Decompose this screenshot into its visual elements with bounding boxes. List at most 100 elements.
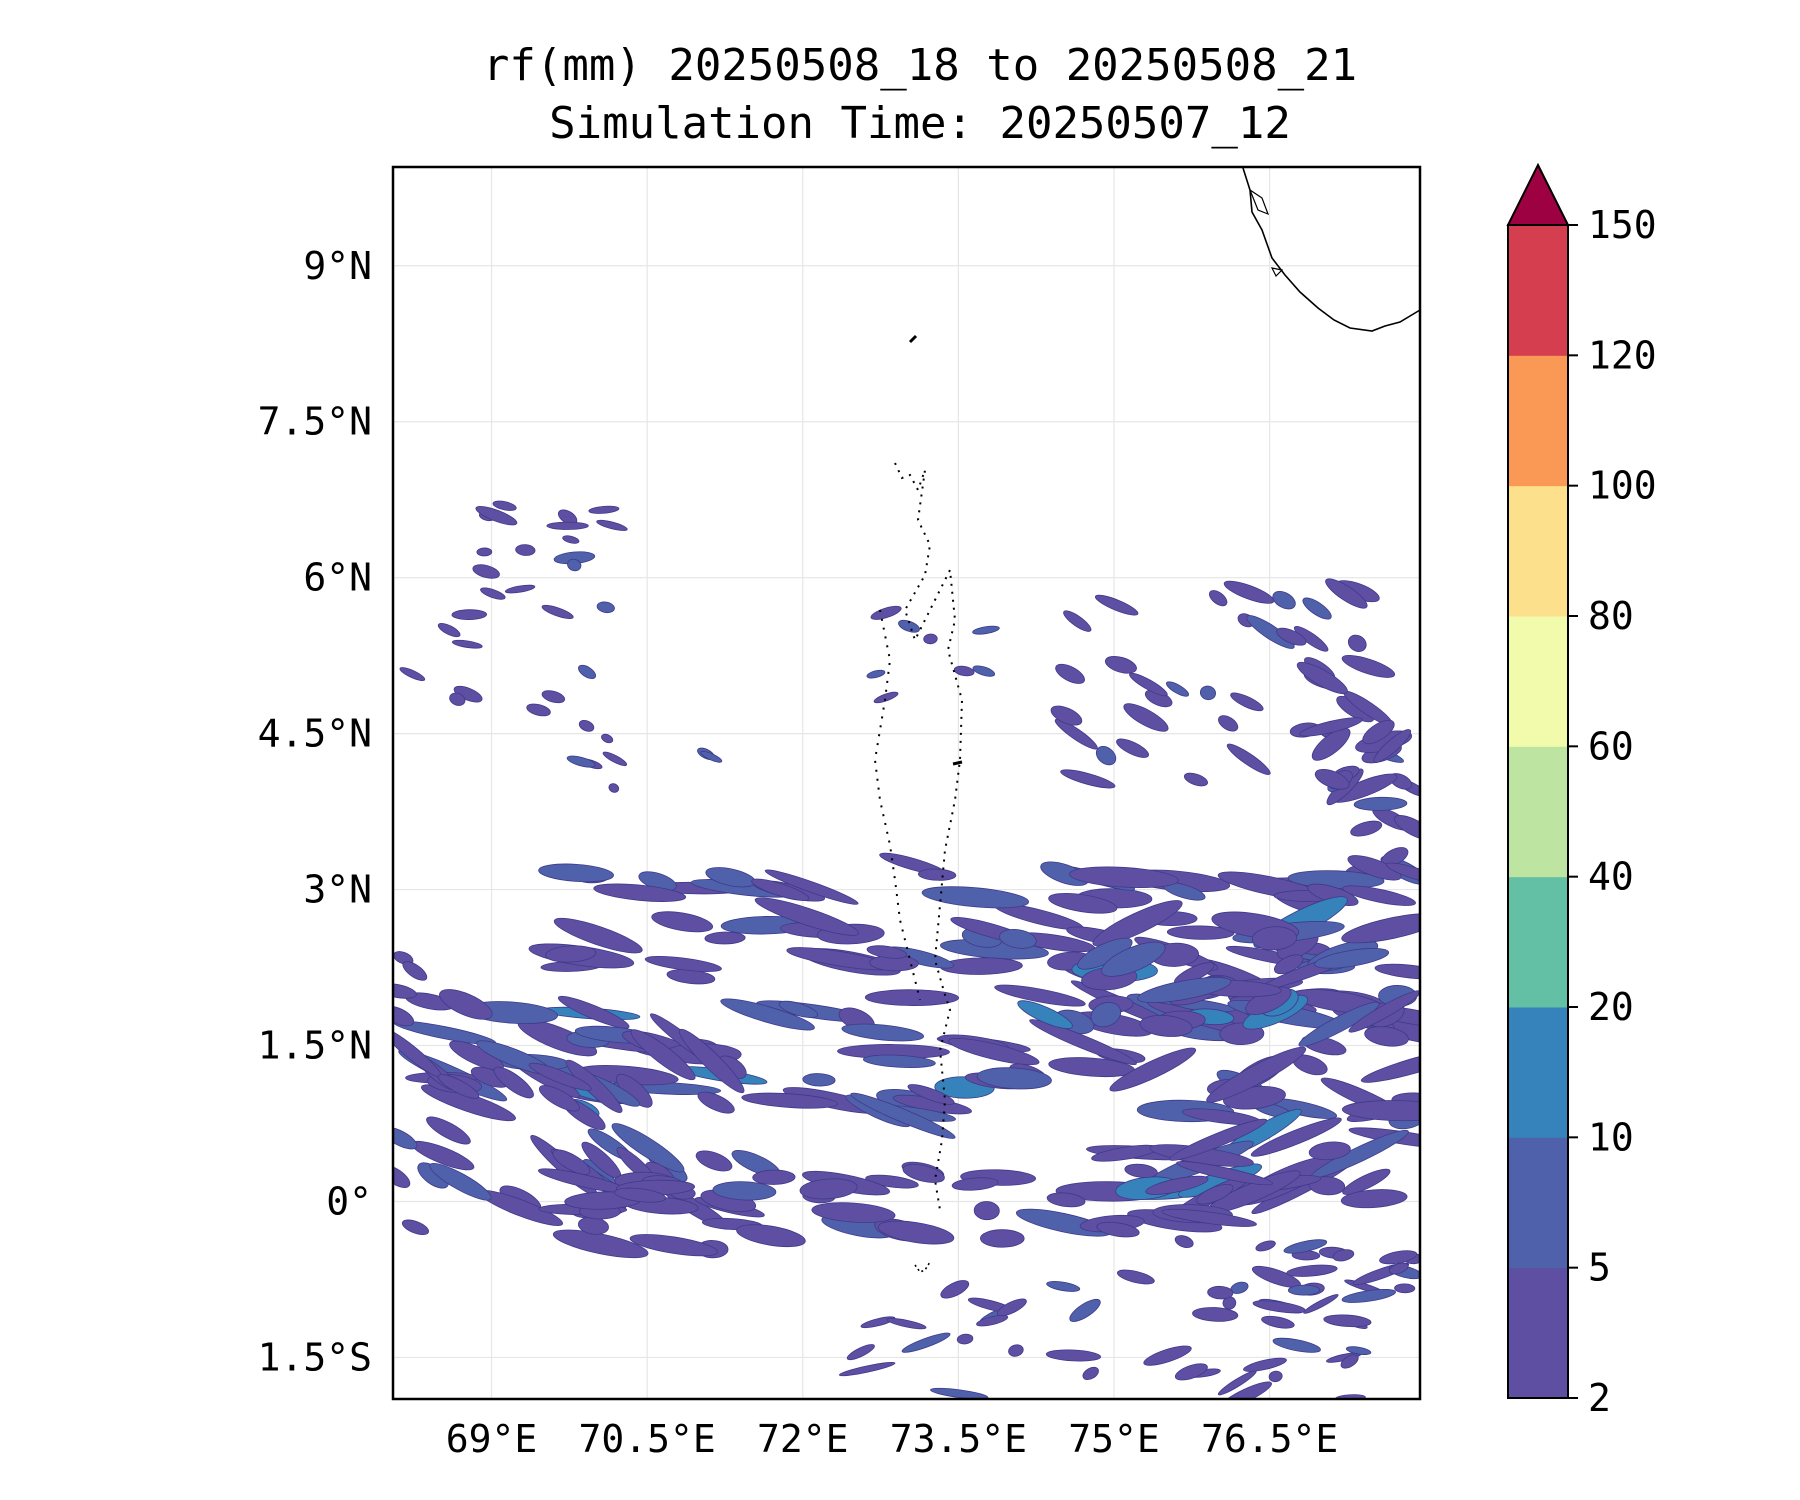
colorbar-segment: [1508, 485, 1568, 617]
rain-cell: [1283, 1239, 1328, 1254]
lat-tick-label: 4.5°N: [258, 712, 372, 756]
lat-tick-label: 6°N: [303, 556, 372, 600]
rain-cell: [1199, 685, 1216, 701]
rain-cell: [1314, 768, 1350, 790]
rain-cell: [1353, 796, 1408, 811]
rain-cell: [951, 1177, 999, 1191]
island-minicoy: [908, 334, 918, 344]
colorbar-label: 60: [1588, 724, 1634, 768]
rain-cell: [596, 601, 615, 614]
rain-cell: [1323, 1314, 1372, 1328]
colorbar-label: 40: [1588, 855, 1634, 899]
rain-cell: [1048, 893, 1118, 914]
rain-cell: [923, 633, 938, 645]
rain-cell: [902, 1163, 945, 1183]
rain-cell: [956, 1333, 974, 1345]
rain-cell: [700, 750, 723, 763]
rain-cell: [865, 1174, 919, 1189]
axis-labels: 69°E 70.5°E 72°E 73.5°E 75°E 76.5°E 9°N 7.5°N 6°…: [258, 244, 1339, 1461]
rain-cell: [850, 1092, 956, 1139]
colorbar-label: 10: [1588, 1115, 1634, 1159]
rain-cell: [754, 897, 860, 936]
rain-cell: [811, 1202, 896, 1223]
coast-lagoon: [1248, 188, 1270, 216]
rain-cell: [644, 955, 722, 972]
rain-cell: [399, 667, 426, 681]
rain-cell: [596, 519, 628, 531]
rain-cell: [393, 983, 417, 999]
rain-cell: [1342, 1168, 1391, 1195]
rain-cell: [1364, 1026, 1409, 1047]
rain-cell: [1176, 1161, 1273, 1186]
rain-cell: [901, 1332, 951, 1353]
rain-cell: [1055, 663, 1085, 684]
rain-cell: [602, 751, 628, 767]
rain-cell: [741, 1092, 838, 1109]
colorbar-label: 150: [1588, 203, 1657, 247]
rain-cell: [1230, 692, 1264, 712]
colorbar-segment: [1508, 355, 1568, 487]
rain-cell: [678, 1028, 745, 1094]
rain-cell: [451, 639, 483, 649]
rain-cell: [1054, 718, 1098, 750]
maldives-atolls: [894, 462, 964, 1211]
rain-cell: [557, 995, 630, 1029]
rain-cell: [1255, 1240, 1276, 1252]
rain-cell: [1341, 1100, 1420, 1122]
lat-tick-label: 9°N: [303, 244, 372, 288]
rain-cell: [1243, 1357, 1287, 1372]
rain-cell: [1345, 1346, 1372, 1355]
rain-cell: [778, 1000, 819, 1018]
rain-cell: [429, 1163, 492, 1201]
rain-cell: [973, 1201, 1000, 1221]
rain-cell: [1350, 820, 1383, 837]
rain-cell: [651, 911, 714, 933]
addu-atoll: [914, 1261, 931, 1273]
rain-cell: [629, 1234, 719, 1257]
rain-cell: [1008, 1344, 1024, 1357]
rain-cell: [866, 945, 908, 959]
rain-cell: [1374, 963, 1420, 980]
rain-cell: [704, 931, 746, 945]
rain-cell: [1192, 1307, 1239, 1322]
rain-cell: [917, 868, 957, 881]
lat-tick-label: 1.5°N: [258, 1024, 372, 1068]
rain-cell: [1095, 746, 1117, 766]
rain-cell: [504, 584, 536, 594]
rain-cell: [1109, 1047, 1197, 1092]
lon-tick-label: 76.5°E: [1201, 1417, 1338, 1461]
map-frame: [391, 165, 1422, 1401]
rain-cell: [567, 558, 582, 572]
rain-cell: [1341, 913, 1420, 944]
rain-cell: [751, 878, 810, 901]
rain-cell: [515, 544, 536, 556]
colorbar-label: 100: [1588, 464, 1657, 508]
rain-cell: [1069, 1298, 1101, 1322]
rain-cell: [1196, 1183, 1234, 1205]
rain-cell: [1207, 1285, 1234, 1300]
colorbar: 2 5 10 20 40 60 80 100 120 150: [1506, 162, 1657, 1420]
colorbar-extend-arrow: [1506, 162, 1570, 226]
rain-cell: [1017, 1000, 1073, 1029]
rain-cell: [697, 1091, 735, 1114]
rain-cell: [566, 755, 596, 768]
rain-cell: [1174, 1235, 1194, 1248]
rain-cell: [1161, 1208, 1257, 1227]
rain-cell: [1220, 1381, 1272, 1399]
rainfall-field: [393, 500, 1420, 1399]
rain-cell: [1341, 1288, 1396, 1303]
rain-cell: [1293, 625, 1329, 652]
rain-cell: [1129, 672, 1168, 697]
rain-cell: [402, 961, 428, 981]
rain-cell: [1388, 1262, 1409, 1275]
lat-tick-label: 3°N: [303, 868, 372, 912]
rain-cell: [437, 622, 461, 638]
rain-cell: [439, 989, 493, 1020]
rain-cell: [1116, 1269, 1155, 1285]
rain-cell: [1347, 634, 1367, 652]
lon-tick-label: 69°E: [446, 1417, 538, 1461]
coast-inlet: [1270, 267, 1284, 278]
rain-cell: [1208, 590, 1228, 607]
rain-cell: [1104, 655, 1137, 674]
rain-cell: [864, 989, 960, 1006]
